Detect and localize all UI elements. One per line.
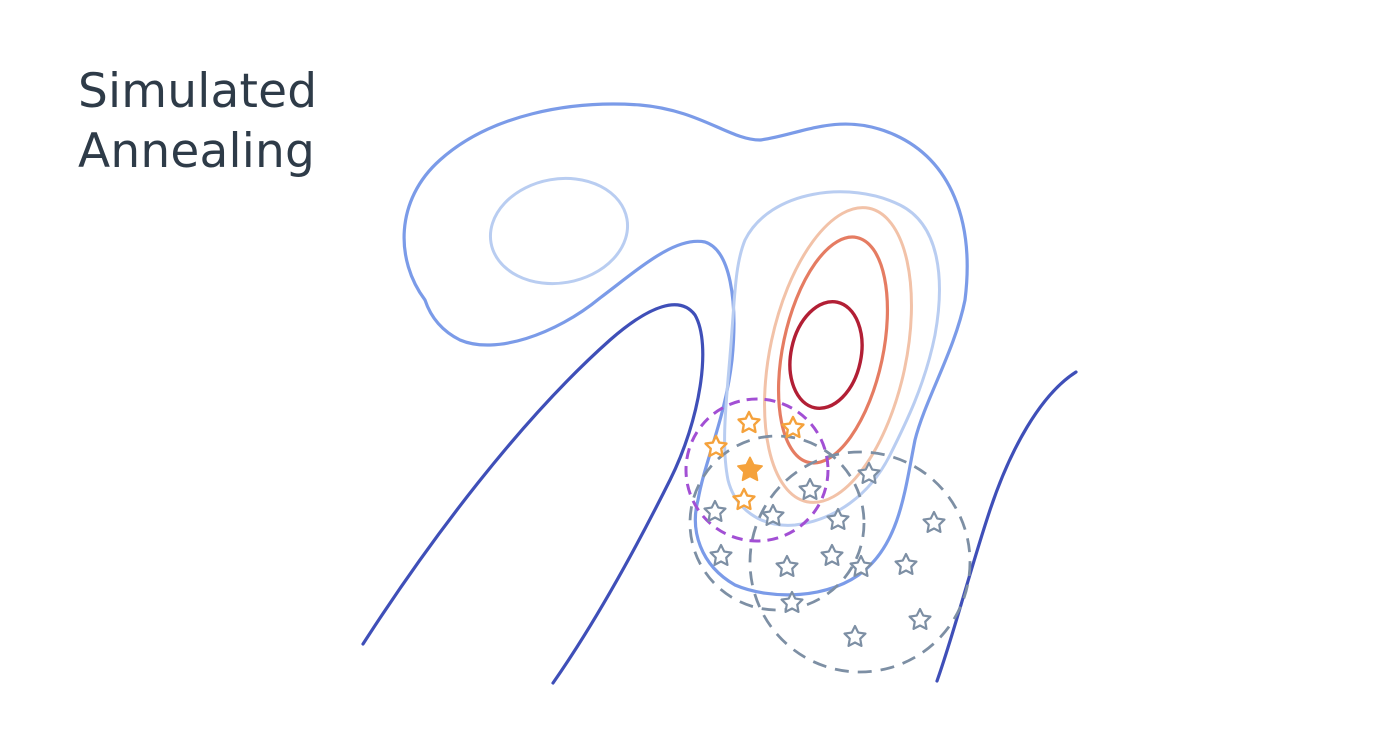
current-solution [737,456,763,482]
outline-star-icon [703,499,727,523]
outline-star-icon [732,487,756,511]
contour-outer-blue [402,102,969,597]
contour-deep-blue-right [935,370,1078,683]
outline-star-icon [894,552,918,576]
purple-neighbourhood [684,397,830,543]
contour-peach-ring [763,206,913,504]
contour-deep-blue-hook [361,303,705,685]
outline-star-icon [857,461,881,484]
outline-star-icon [908,607,932,631]
grey-neighbourhood-small [688,434,866,612]
outline-star-icon [826,507,850,531]
neighbourhood-circles [684,397,972,674]
outline-star-icon [922,510,946,534]
outline-star-icon [798,477,822,500]
orange-candidate-stars [704,410,805,511]
title-line-2: Annealing [78,124,315,179]
outline-star-icon [843,624,867,648]
contour-lines [361,102,1078,685]
outline-star-icon [709,543,733,567]
outline-star-icon [775,554,799,578]
contour-left-lobe [488,176,630,286]
grey-neighbourhood-large [748,450,972,674]
contour-peak-ring [788,299,864,411]
slide-title: Simulated Annealing [78,62,317,182]
contour-orange-ring [776,235,890,465]
outline-star-icon [820,543,844,567]
title-line-1: Simulated [78,64,318,119]
outline-star-icon [849,554,873,578]
filled-star-icon [737,456,763,482]
outline-star-icon [737,410,761,434]
